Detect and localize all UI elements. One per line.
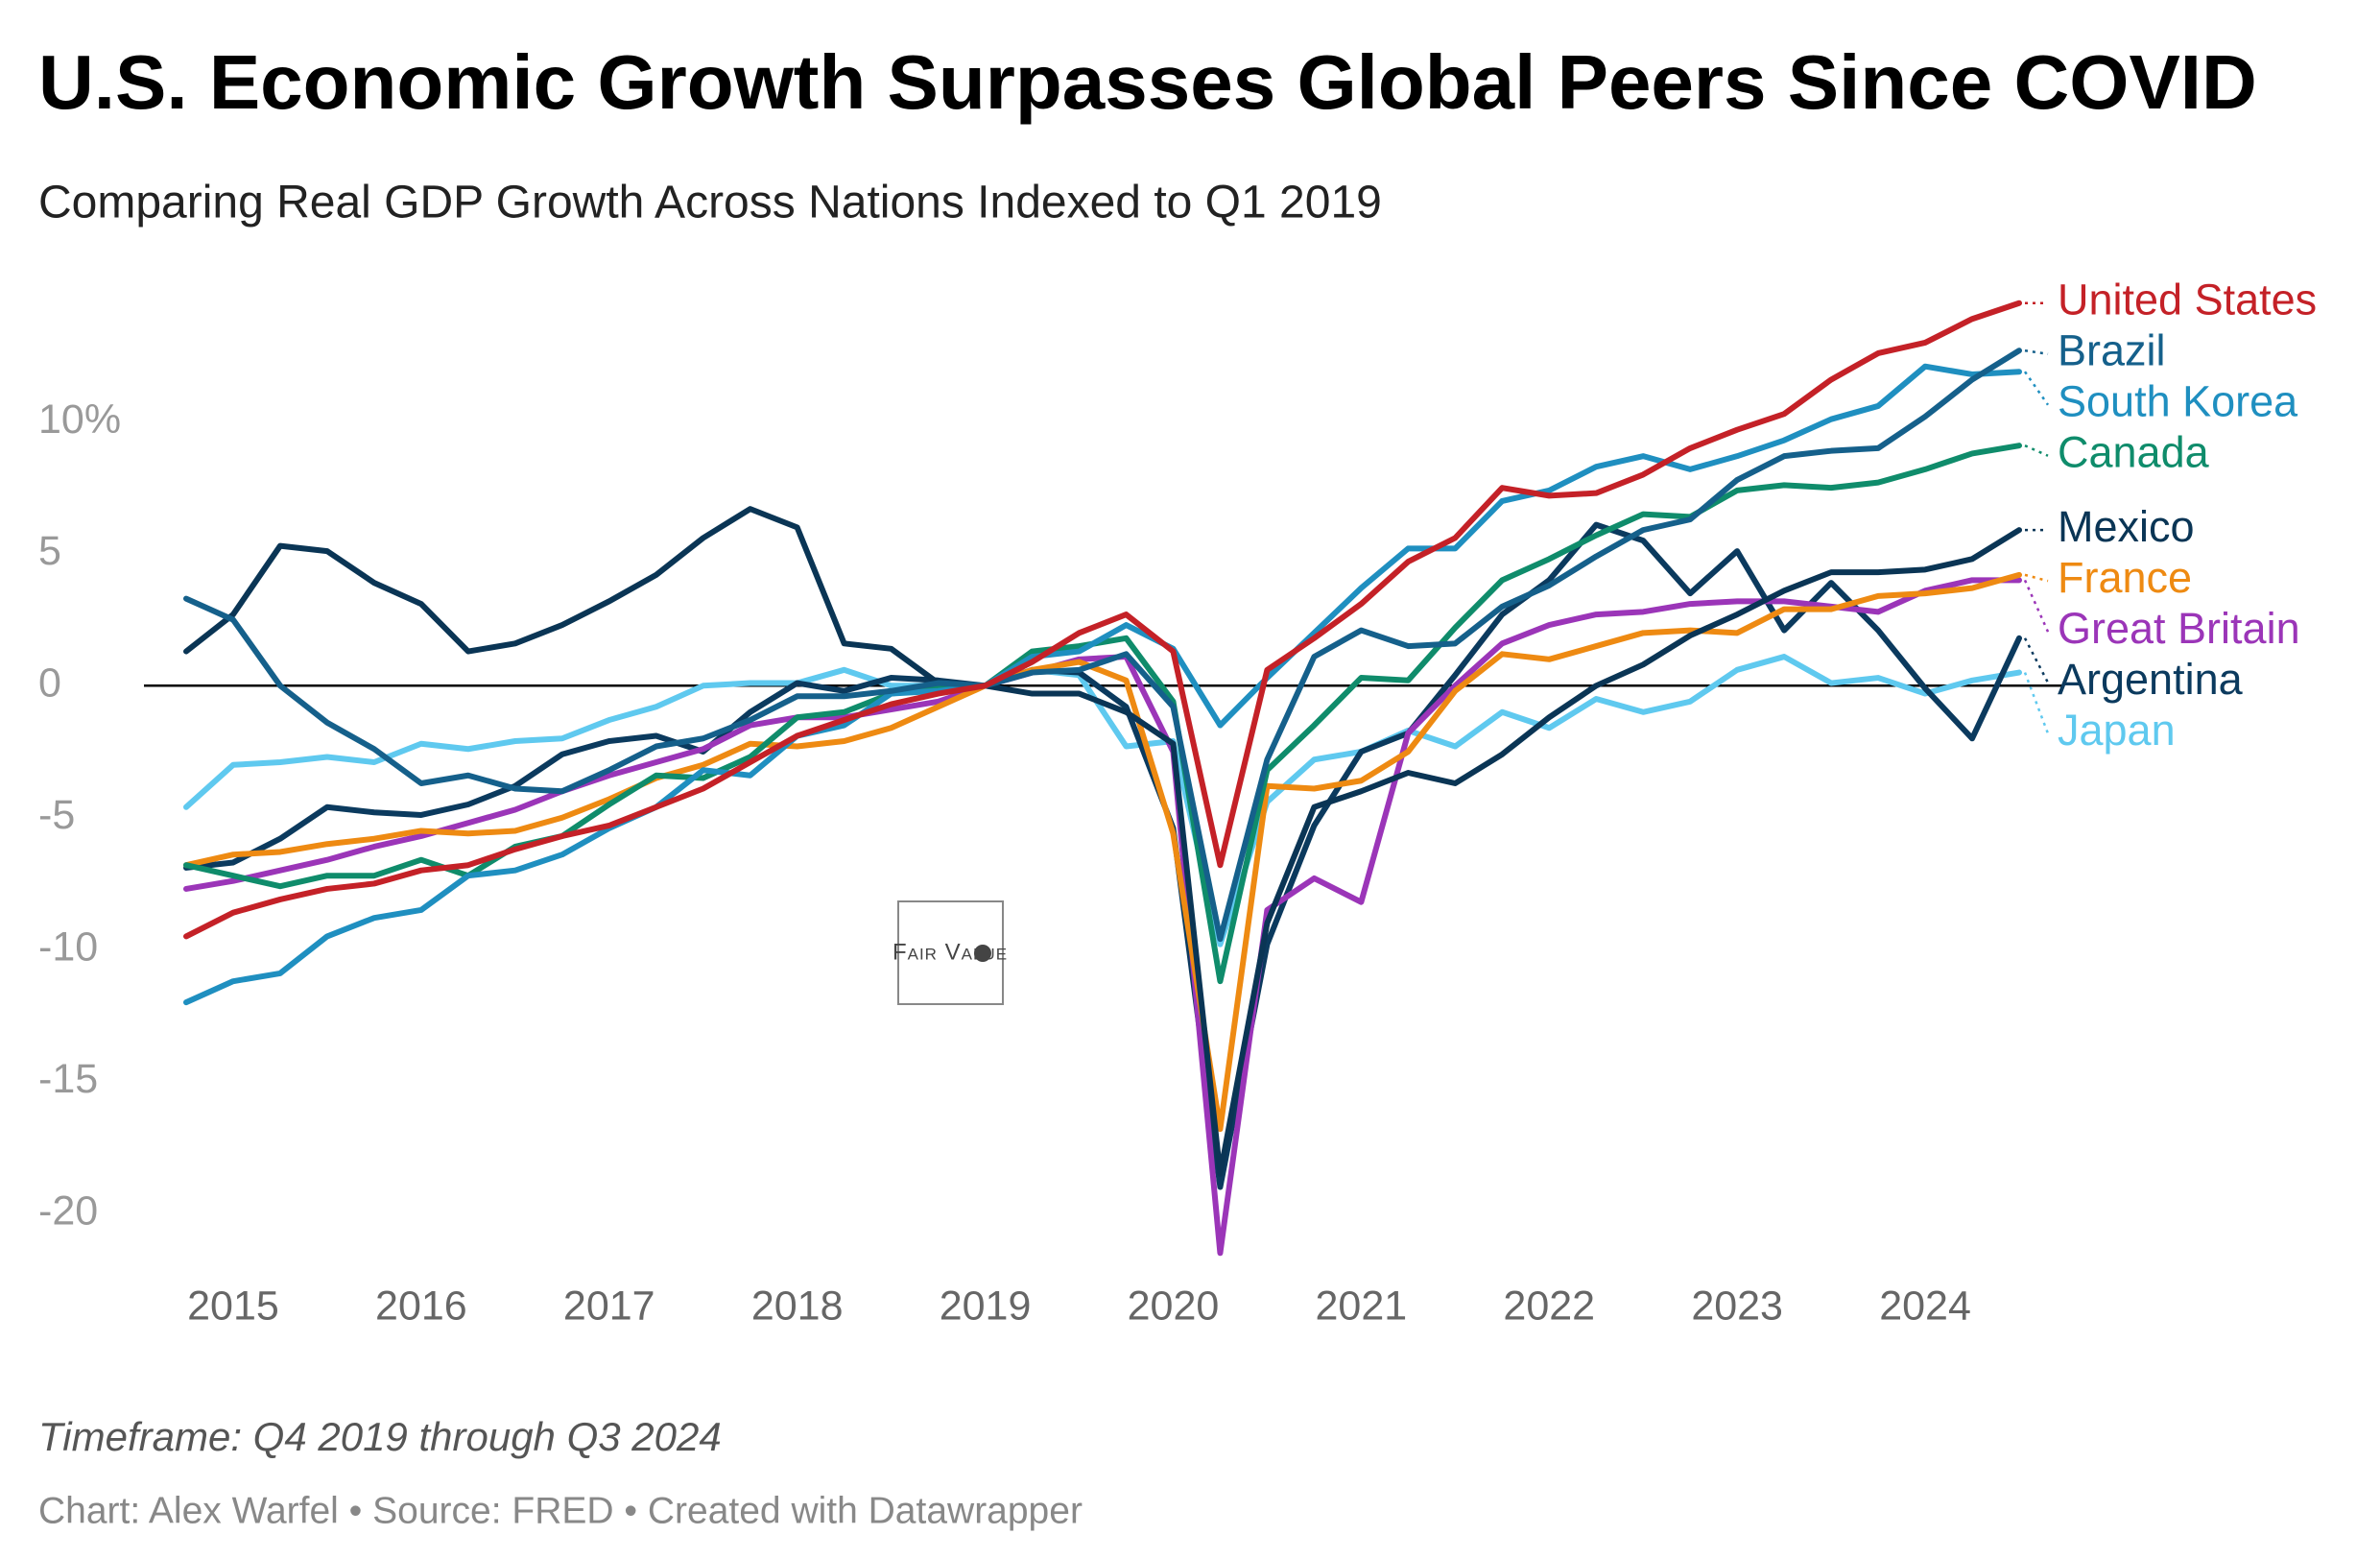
- label-leader: [2024, 573, 2049, 583]
- x-tick-label: 2016: [375, 1283, 467, 1329]
- note: Timeframe: Q4 2019 through Q3 2024: [38, 1414, 722, 1459]
- label-leader: [2023, 579, 2050, 633]
- series-line: [183, 300, 2022, 940]
- series-label: Canada: [2058, 428, 2210, 477]
- x-tick-label: 2015: [187, 1283, 279, 1329]
- label-leader: [2023, 672, 2050, 734]
- series-line: [183, 506, 2022, 1177]
- series-label: Argentina: [2058, 655, 2244, 704]
- label-leader: [2024, 444, 2049, 457]
- label-leader: [2023, 637, 2050, 684]
- y-tick-label: -5: [38, 792, 75, 838]
- series-label: Japan: [2058, 706, 2176, 755]
- series-label: France: [2058, 553, 2192, 602]
- series-line: [183, 654, 2022, 947]
- y-tick-label: -20: [38, 1187, 98, 1234]
- x-tick-label: 2022: [1503, 1283, 1595, 1329]
- series-label: Mexico: [2058, 502, 2195, 551]
- series-label: United States: [2058, 276, 2317, 324]
- x-tick-label: 2017: [563, 1283, 655, 1329]
- label-leader: [2023, 371, 2050, 406]
- series-line: [183, 363, 2022, 1006]
- chart-subtitle: Comparing Real GDP Growth Across Nations…: [38, 178, 1382, 228]
- series-label: Brazil: [2058, 326, 2166, 375]
- x-tick-label: 2023: [1691, 1283, 1783, 1329]
- x-tick-label: 2019: [940, 1283, 1032, 1329]
- watermark-icon: [974, 945, 991, 962]
- y-tick-label: 10%: [38, 396, 121, 443]
- series-line: [183, 443, 2022, 985]
- y-tick-label: 0: [38, 660, 61, 707]
- series-line: [183, 571, 2022, 1133]
- y-tick-label: 5: [38, 528, 61, 574]
- x-tick-label: 2024: [1879, 1283, 1971, 1329]
- series-label: Great Britain: [2058, 604, 2300, 653]
- x-tick-label: 2021: [1316, 1283, 1408, 1329]
- credit: Chart: Alex Warfel • Source: FRED • Crea…: [38, 1490, 1083, 1531]
- series-line: [183, 348, 2022, 943]
- label-leader: [2024, 348, 2049, 355]
- series-label: South Korea: [2058, 377, 2298, 426]
- chart-title: U.S. Economic Growth Surpasses Global Pe…: [38, 39, 2257, 125]
- x-tick-label: 2018: [751, 1283, 844, 1329]
- x-tick-label: 2020: [1128, 1283, 1220, 1329]
- y-tick-label: -10: [38, 924, 98, 971]
- y-tick-label: -15: [38, 1056, 98, 1102]
- series-line: [183, 577, 2022, 1257]
- series-line: [183, 521, 2022, 1190]
